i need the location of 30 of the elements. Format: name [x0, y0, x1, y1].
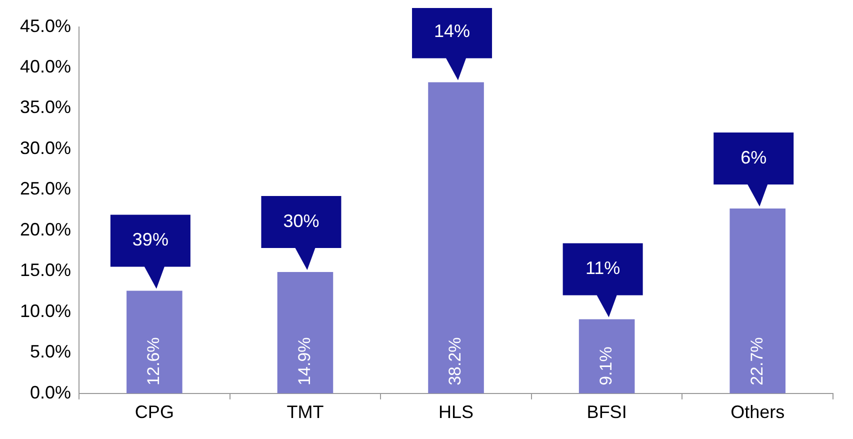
bar	[126, 290, 182, 394]
data-label: 38.2%	[446, 337, 465, 386]
bar	[730, 208, 786, 394]
data-label: 9.1%	[596, 346, 616, 386]
y-tick-label: 15.0%	[20, 260, 72, 280]
bar	[428, 82, 484, 394]
y-tick-label: 30.0%	[20, 138, 72, 158]
annotation: 30%	[283, 210, 320, 231]
y-tick-label: 25.0%	[20, 178, 72, 199]
data-label: 22.7%	[747, 337, 766, 386]
x-tick-label: CPG	[134, 402, 174, 422]
bar	[578, 319, 635, 394]
annotation: 11%	[585, 258, 620, 278]
data-label: 14.9%	[294, 337, 314, 386]
annotation: 14%	[434, 21, 470, 42]
y-tick-label: 0.0%	[30, 382, 72, 402]
annotation: 6%	[740, 147, 767, 168]
y-tick-label: 10.0%	[20, 300, 72, 321]
bar	[277, 272, 334, 394]
x-tick-label: BFSI	[586, 402, 627, 422]
data-label: 12.6%	[144, 337, 164, 386]
y-tick-label: 20.0%	[20, 219, 72, 240]
y-tick-label: 40.0%	[20, 56, 72, 76]
y-tick-label: 5.0%	[30, 342, 72, 362]
x-tick-label: Others	[730, 402, 785, 422]
y-tick-label: 45.0%	[20, 16, 72, 36]
y-tick-label: 35.0%	[20, 97, 72, 118]
x-tick-label: HLS	[438, 402, 474, 422]
x-tick-label: TMT	[286, 402, 324, 422]
annotation: 39%	[132, 230, 168, 250]
